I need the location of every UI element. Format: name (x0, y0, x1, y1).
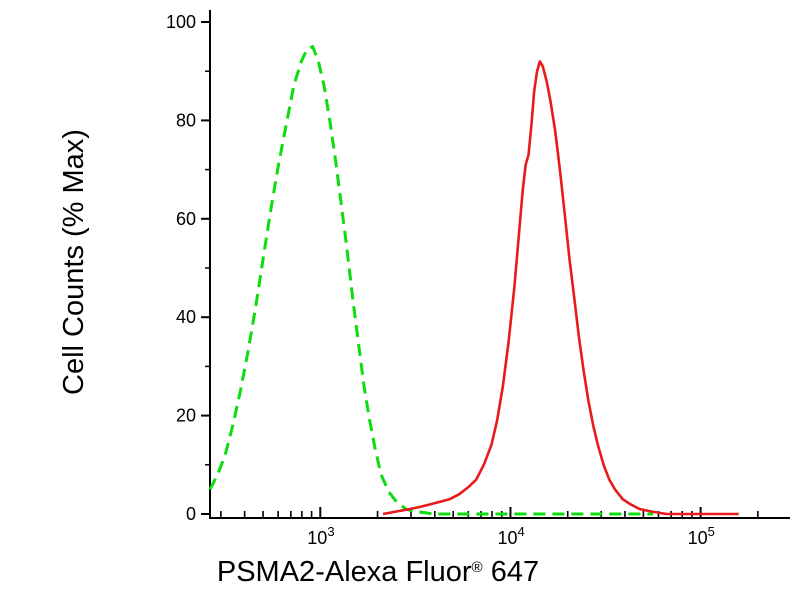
x-tick-label: 103 (307, 524, 334, 548)
control-curve-dashed-green (208, 45, 654, 516)
y-tick-label: 80 (176, 110, 196, 130)
y-tick-label: 0 (186, 504, 196, 524)
y-axis-title: Cell Counts (% Max) (58, 129, 90, 395)
registered-trademark-icon: ® (471, 559, 483, 576)
x-tick-label: 104 (497, 524, 524, 548)
x-axis-title-suffix: 647 (482, 556, 540, 588)
x-tick-label: 105 (688, 524, 715, 548)
x-axis-title-text: PSMA2-Alexa Fluor (216, 556, 472, 588)
y-tick-label: 40 (176, 307, 196, 327)
y-tick-label: 60 (176, 209, 196, 229)
y-tick-label: 20 (176, 406, 196, 426)
y-tick-label: 100 (166, 12, 196, 32)
x-axis-title: PSMA2-Alexa Fluor® 647 (178, 556, 578, 589)
stained-curve-solid-red (382, 60, 739, 516)
